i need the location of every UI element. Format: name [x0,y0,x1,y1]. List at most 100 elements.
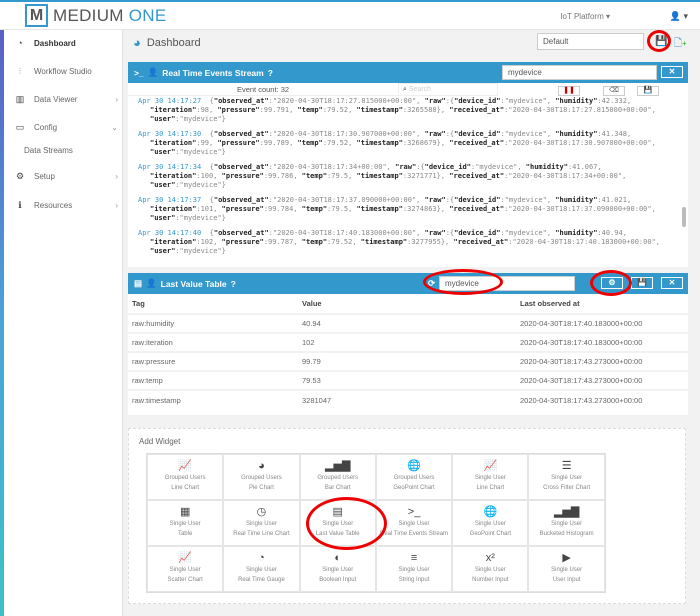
add-widget-single-user-scatter-chart[interactable]: 📈 Single User Scatter Chart [147,546,224,592]
log-entry: Apr 30 14:17:40 {"observed_at":"2020-04-… [138,229,680,256]
log-entry: Apr 30 14:17:37 {"observed_at":"2020-04-… [138,196,680,223]
table-cell: 2020-04-30T18:17:43.273000+00:00 [516,370,688,390]
add-widget-single-user-string-input[interactable]: ≡ Single User String Input [375,546,453,592]
close-widget-button[interactable]: ✕ [661,66,683,78]
table-cell: raw:timestamp [128,389,298,409]
logo-mark: M [25,4,48,27]
column-header[interactable]: Last observed at [520,299,580,308]
logo-text-b: ONE [123,5,167,25]
sidebar-item-data-streams[interactable]: Data Streams [24,146,128,155]
sidebar-item-label: Dashboard [34,38,76,48]
widget-label-line2: Bucketed Histogram [539,531,594,537]
sidebar-accent-strip [0,30,4,616]
sidebar-item-data-viewer[interactable]: ▥ Data Viewer › [14,94,118,105]
add-widget-grouped-users-pie-chart[interactable]: ◕ Grouped Users Pie Chart [223,454,300,500]
last-value-table-header: ▤ 👤 Last Value Table ? ⟳ mydevice ⚙ 💾 ✕ [128,273,688,294]
add-widget-grouped-users-bar-chart[interactable]: ▂▅▇ Grouped Users Bar Chart [299,454,376,500]
settings-button[interactable]: ⚙ [601,277,623,289]
add-widget-single-user-cross-filter-chart[interactable]: ☰ Single User Cross Filter Chart [528,454,605,500]
log-line: {"observed_at":"2020-04-30T18:17:34+00:0… [201,163,602,171]
table-cell: 2020-04-30T18:17:43.273000+00:00 [516,389,688,409]
superscript-icon: x² [485,552,495,564]
widget-label-line2: GeoPoint Chart [393,485,435,491]
widget-grid: 📈 Grouped Users Line Chart ◕ Grouped Users Pi… [146,453,606,593]
user-menu[interactable]: 👤 ▾ [669,11,688,21]
widget-label-line2: String Input [398,577,430,583]
column-header[interactable]: Tag [132,299,145,308]
save-button[interactable]: 💾 [631,277,653,289]
table-row: raw:iteration 102 2020-04-30T18:17:40.1830… [128,332,688,352]
widget-label-line2: Last Value Table [315,531,360,537]
sidebar-item-resources[interactable]: ℹ Resources › [14,200,118,211]
sidebar-item-label: Workflow Studio [34,67,92,76]
histogram-icon: ▂▅▇ [553,506,580,518]
pause-button[interactable]: ❚❚ [558,86,580,96]
sidebar-item-config[interactable]: ▭ Config ⌄ [14,122,118,133]
widget-label-line1: Grouped Users [317,475,359,481]
add-widget-grouped-users-geopoint-chart[interactable]: 🌐 Grouped Users GeoPoint Chart [375,454,453,500]
add-widget-single-user-real-time-events-stream[interactable]: >_ Single User Real Time Events Stream [375,500,453,546]
search-input[interactable]: ⌕ Search [398,83,498,96]
list-table-icon: ▤ [332,506,343,518]
user-icon: 👤 [146,278,157,288]
page-title: Dashboard [146,36,201,49]
log-timestamp: Apr 30 14:17:37 [138,196,202,204]
add-widget-single-user-real-time-line-chart[interactable]: ◷ Single User Real Time Line Chart [223,500,300,546]
add-widget-single-user-user-input[interactable]: ▶ Single User User Input [528,546,605,592]
widget-label-line1: Single User [169,567,201,573]
event-count: Event count: 32 [128,83,398,96]
add-widget-single-user-number-input[interactable]: x² Single User Number Input [452,546,529,592]
line-chart-icon: 📈 [178,460,192,472]
log-line: "iteration":99, "pressure":99.789, "temp… [150,139,656,147]
table-cell: 99.79 [298,351,516,371]
log-line: "user":"mydevice"} [150,247,226,255]
widget-label-line2: Boolean Input [319,577,357,583]
log-line: {"observed_at":"2020-04-30T18:17:37.0900… [201,196,632,204]
widget-label-line2: Line Chart [171,485,199,491]
table-row: raw:pressure 99.79 2020-04-30T18:17:43.273… [128,351,688,371]
refresh-icon[interactable]: ⟳ [428,278,436,288]
log-scrollbar[interactable] [682,207,686,227]
add-widget-single-user-real-time-gauge[interactable]: ◔ Single User Real Time Gauge [223,546,300,592]
gears-icon: ⚙ [15,171,25,181]
add-widget-single-user-line-chart[interactable]: 📈 Single User Line Chart [452,454,529,500]
table-cell: 40.94 [298,313,516,333]
sidebar-item-setup[interactable]: ⚙ Setup › [14,171,118,182]
search-icon: ⌕ [403,86,409,93]
close-widget-button[interactable]: ✕ [661,277,683,289]
sidebar-item-workflow-studio[interactable]: ⫶ Workflow Studio [14,66,118,77]
sitemap-icon: ⫶ [18,66,22,76]
add-widget-panel: Add Widget 📈 Grouped Users Line Chart ◕ Grou… [128,428,686,604]
info-icon: ℹ [18,200,22,210]
save-dashboard-icon[interactable]: 💾 [655,36,668,47]
widget-label-line1: Grouped Users [393,475,435,481]
add-widget-single-user-boolean-input[interactable]: ◐ Single User Boolean Input [299,546,376,592]
widget-label-line1: Single User [322,567,354,573]
dashboard-icon: ◕ [133,35,141,50]
sidebar-item-dashboard[interactable]: ◔ Dashboard [14,38,118,48]
add-widget-title: Add Widget [139,437,181,446]
event-log: Apr 30 14:17:27 {"observed_at":"2020-04-… [128,97,680,262]
add-dashboard-icon[interactable]: 🗋+ [674,38,687,49]
add-widget-single-user-geopoint-chart[interactable]: 🌐 Single User GeoPoint Chart [452,500,529,546]
save-button[interactable]: 💾 [637,86,659,96]
add-widget-grouped-users-line-chart[interactable]: 📈 Grouped Users Line Chart [147,454,224,500]
add-widget-single-user-bucketed-histogram[interactable]: ▂▅▇ Single User Bucketed Histogram [528,500,605,546]
last-value-table-widget: ▤ 👤 Last Value Table ? ⟳ mydevice ⚙ 💾 ✕ … [128,273,688,415]
sidebar-item-label: Setup [34,172,55,181]
table-cell: raw:pressure [128,351,298,371]
device-select[interactable]: mydevice [439,276,575,291]
medium-one-logo[interactable]: M MEDIUM ONE [25,4,167,27]
add-widget-single-user-last-value-table[interactable]: ▤ Single User Last Value Table [299,500,376,546]
log-line: "iteration":100, "pressure":99.786, "tem… [150,172,627,180]
widget-label-line2: Pie Chart [248,485,274,491]
widget-label-line1: Single User [551,475,583,481]
clear-button[interactable]: ⌫ [603,86,625,96]
add-widget-single-user-table[interactable]: ▦ Single User Table [147,500,224,546]
log-line: "user":"mydevice"} [150,214,226,222]
column-header[interactable]: Value [302,299,322,308]
platform-menu[interactable]: IoT Platform ▾ [560,12,610,21]
device-select[interactable]: mydevice [502,65,657,80]
table-cell: raw:iteration [128,332,298,352]
dashboard-select[interactable]: Default [537,33,644,50]
